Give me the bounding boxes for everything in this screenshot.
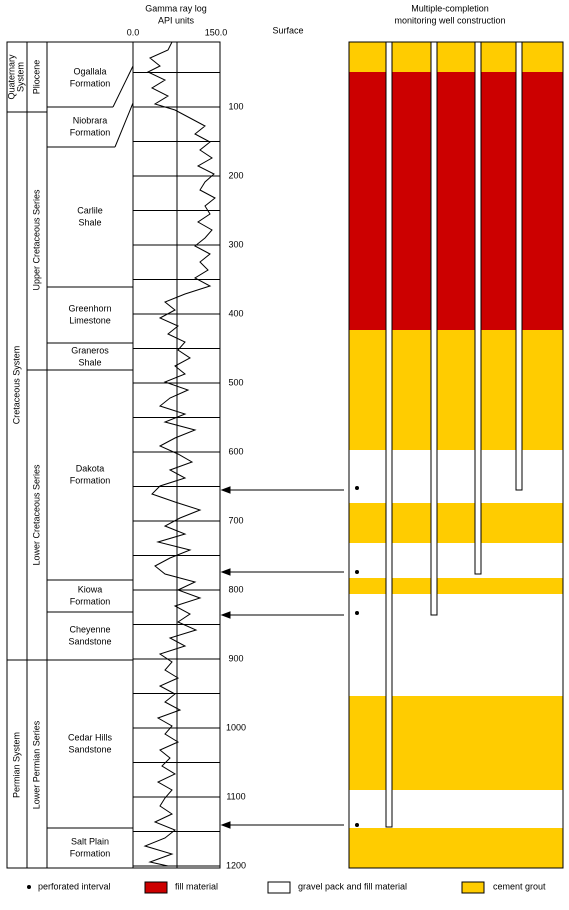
well-header: monitoring well construction bbox=[394, 15, 505, 25]
formation-label: Shale bbox=[78, 357, 101, 367]
depth-label: 1200 bbox=[226, 860, 246, 870]
formation-label: Niobrara bbox=[73, 115, 108, 125]
series-label: Upper Cretaceous Series bbox=[31, 189, 41, 291]
depth-label: 1000 bbox=[226, 722, 246, 732]
formation-label: Limestone bbox=[69, 315, 111, 325]
system-label: System bbox=[15, 62, 25, 92]
depth-label: 100 bbox=[228, 101, 243, 111]
depth-label: 1100 bbox=[226, 791, 245, 801]
arrows bbox=[220, 486, 344, 829]
formation-label: Formation bbox=[70, 596, 111, 606]
well-header: Multiple-completion bbox=[411, 3, 489, 13]
series-label: Lower Cretaceous Series bbox=[31, 464, 41, 566]
formation-label: Dakota bbox=[76, 463, 105, 473]
strat-column bbox=[6, 41, 221, 869]
depth-label: 600 bbox=[228, 446, 243, 456]
formation-label: Shale bbox=[78, 217, 101, 227]
formation-label: Cheyenne bbox=[69, 624, 110, 634]
formation-label: Sandstone bbox=[68, 744, 111, 754]
system-label: Cretaceous System bbox=[11, 346, 21, 425]
depth-label: 300 bbox=[228, 239, 243, 249]
legend: perforated interval fill material gravel… bbox=[27, 881, 546, 894]
formation-label: Ogallala bbox=[73, 66, 106, 76]
formation-label: Formation bbox=[70, 475, 111, 485]
formation-label: Salt Plain bbox=[71, 836, 109, 846]
well-diagram bbox=[348, 41, 564, 869]
gamma-scale: 150.0 bbox=[205, 27, 228, 37]
depth-label: 700 bbox=[228, 515, 243, 525]
depth-label: 200 bbox=[228, 170, 243, 180]
depth-label: 400 bbox=[228, 308, 243, 318]
formation-label: Cedar Hills bbox=[68, 732, 113, 742]
formation-label: Formation bbox=[70, 848, 111, 858]
formation-label: Greenhorn bbox=[68, 303, 111, 313]
formation-label: Graneros bbox=[71, 345, 109, 355]
gamma-header: API units bbox=[158, 15, 195, 25]
legend-label: perforated interval bbox=[38, 881, 111, 891]
depth-label: 900 bbox=[228, 653, 243, 663]
legend-label: cement grout bbox=[493, 881, 546, 891]
formation-label: Sandstone bbox=[68, 636, 111, 646]
system-label: Quaternary bbox=[6, 54, 16, 100]
gamma-log bbox=[143, 41, 216, 867]
formation-label: Formation bbox=[70, 78, 111, 88]
formation-label: Formation bbox=[70, 127, 111, 137]
legend-label: gravel pack and fill material bbox=[298, 881, 407, 891]
legend-label: fill material bbox=[175, 881, 218, 891]
series-label: Pliocene bbox=[31, 60, 41, 95]
formation-label: Carlile bbox=[77, 205, 103, 215]
surface-label: Surface bbox=[272, 25, 303, 35]
gamma-header: Gamma ray log bbox=[145, 3, 207, 13]
system-label: Permian System bbox=[11, 732, 21, 798]
gamma-scale: 0.0 bbox=[127, 27, 140, 37]
series-label: Lower Permian Series bbox=[31, 720, 41, 809]
depth-label: 800 bbox=[228, 584, 243, 594]
depth-label: 500 bbox=[228, 377, 243, 387]
formation-label: Kiowa bbox=[78, 584, 103, 594]
